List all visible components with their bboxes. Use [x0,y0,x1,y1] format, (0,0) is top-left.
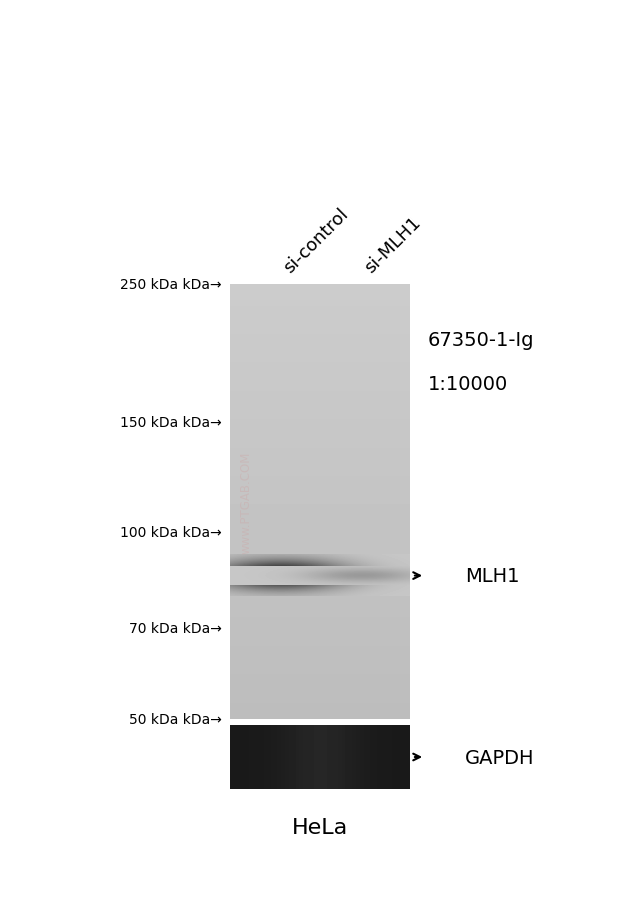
Text: 1:10000: 1:10000 [428,375,508,394]
Text: 250 kDa kDa→: 250 kDa kDa→ [120,278,222,291]
Text: si-control: si-control [280,205,352,277]
Text: 150 kDa kDa→: 150 kDa kDa→ [120,416,222,429]
Text: 67350-1-Ig: 67350-1-Ig [428,330,534,349]
Text: 70 kDa kDa→: 70 kDa kDa→ [129,621,222,635]
Text: GAPDH: GAPDH [465,748,534,767]
Text: 100 kDa kDa→: 100 kDa kDa→ [120,525,222,539]
Text: HeLa: HeLa [292,817,348,837]
Text: 50 kDa kDa→: 50 kDa kDa→ [129,713,222,726]
Text: www.PTGAB.COM: www.PTGAB.COM [240,451,253,553]
Text: MLH1: MLH1 [465,566,520,585]
Text: si-MLH1: si-MLH1 [362,214,425,277]
